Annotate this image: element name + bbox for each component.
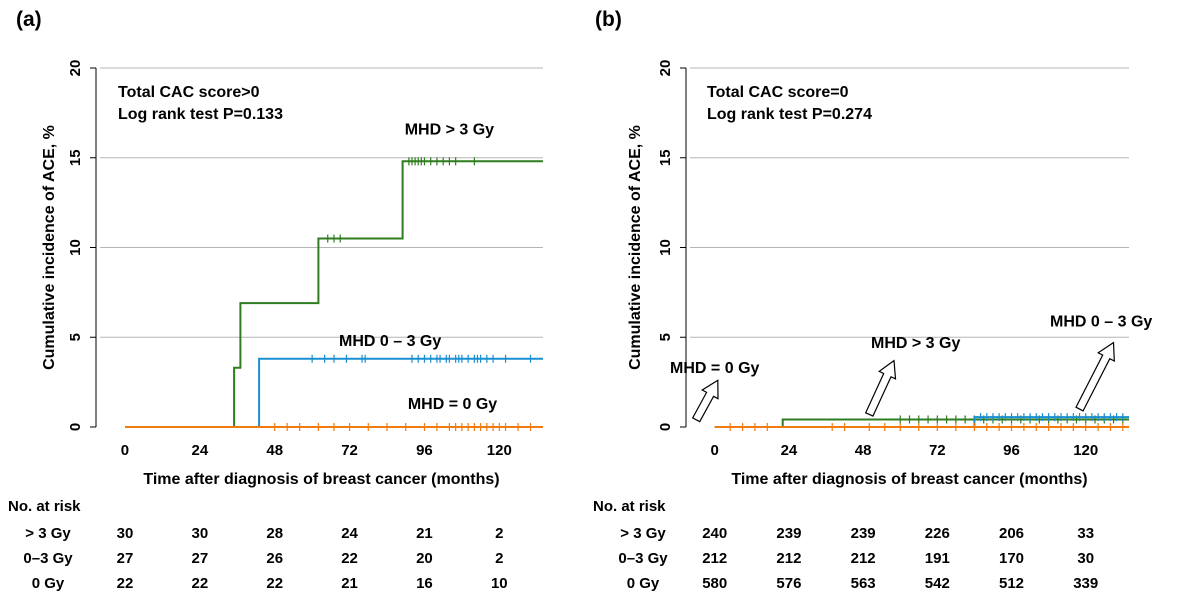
risk-cell: 21 — [416, 525, 433, 542]
risk-cell: 206 — [999, 525, 1024, 542]
risk-row-label: 0–3 Gy — [23, 550, 73, 567]
y-tick-label: 5 — [67, 333, 84, 341]
series-label: MHD = 0 Gy — [670, 360, 759, 377]
panel-label: (a) — [16, 8, 42, 31]
risk-cell: 2 — [495, 525, 503, 542]
risk-cell: 24 — [341, 525, 358, 542]
arrow-marker — [691, 379, 719, 423]
risk-cell: 10 — [491, 575, 508, 592]
x-tick-label: 96 — [416, 442, 433, 459]
risk-cell: 512 — [999, 575, 1024, 592]
y-tick-label: 20 — [67, 60, 84, 77]
y-axis-title: Cumulative incidence of ACE, % — [627, 125, 644, 370]
x-tick-label: 96 — [1003, 442, 1020, 459]
annotation-text: Total CAC score=0 — [707, 84, 849, 101]
annotation-text: Total CAC score>0 — [118, 84, 260, 101]
risk-cell: 212 — [702, 550, 727, 567]
risk-cell: 576 — [776, 575, 801, 592]
series-label: MHD 0 – 3 Gy — [339, 333, 441, 350]
x-tick-label: 48 — [855, 442, 872, 459]
risk-cell: 30 — [117, 525, 134, 542]
x-tick-label: 0 — [121, 442, 129, 459]
risk-cell: 542 — [925, 575, 950, 592]
x-tick-label: 120 — [1073, 442, 1098, 459]
risk-cell: 339 — [1073, 575, 1098, 592]
annotation-text: Log rank test P=0.133 — [118, 106, 283, 123]
annotation-text: Log rank test P=0.274 — [707, 106, 872, 123]
x-tick-label: 24 — [191, 442, 208, 459]
risk-table-title: No. at risk — [593, 498, 666, 515]
risk-cell: 212 — [851, 550, 876, 567]
x-tick-label: 48 — [266, 442, 283, 459]
risk-cell: 20 — [416, 550, 433, 567]
x-axis-title: Time after diagnosis of breast cancer (m… — [143, 471, 499, 488]
risk-cell: 239 — [851, 525, 876, 542]
y-tick-label: 5 — [657, 333, 674, 341]
x-tick-label: 24 — [781, 442, 798, 459]
risk-cell: 22 — [341, 550, 358, 567]
x-tick-label: 72 — [341, 442, 358, 459]
y-tick-label: 0 — [67, 423, 84, 431]
risk-cell: 2 — [495, 550, 503, 567]
risk-table-title: No. at risk — [8, 498, 81, 515]
risk-cell: 22 — [266, 575, 283, 592]
risk-cell: 16 — [416, 575, 433, 592]
risk-cell: 33 — [1077, 525, 1094, 542]
risk-row-label: 0 Gy — [627, 575, 660, 592]
risk-cell: 212 — [776, 550, 801, 567]
x-tick-label: 0 — [711, 442, 719, 459]
panel-label: (b) — [595, 8, 622, 31]
series-line — [125, 160, 543, 428]
risk-cell: 28 — [266, 525, 283, 542]
risk-cell: 240 — [702, 525, 727, 542]
risk-cell: 21 — [341, 575, 358, 592]
series-label: MHD > 3 Gy — [405, 121, 494, 138]
risk-cell: 239 — [776, 525, 801, 542]
risk-row-label: 0–3 Gy — [618, 550, 668, 567]
risk-row-label: > 3 Gy — [25, 525, 71, 542]
risk-cell: 27 — [191, 550, 208, 567]
series-label: MHD > 3 Gy — [871, 335, 960, 352]
y-tick-label: 10 — [657, 239, 674, 256]
risk-cell: 22 — [117, 575, 134, 592]
series-label: MHD = 0 Gy — [408, 396, 497, 413]
y-tick-label: 20 — [657, 60, 674, 77]
risk-cell: 27 — [117, 550, 134, 567]
x-tick-label: 72 — [929, 442, 946, 459]
y-tick-label: 10 — [67, 239, 84, 256]
risk-row-label: > 3 Gy — [620, 525, 666, 542]
y-tick-label: 15 — [657, 149, 674, 166]
risk-cell: 30 — [191, 525, 208, 542]
risk-cell: 30 — [1077, 550, 1094, 567]
risk-row-label: 0 Gy — [32, 575, 65, 592]
risk-cell: 170 — [999, 550, 1024, 567]
arrow-marker — [1075, 341, 1115, 412]
y-axis-title: Cumulative incidence of ACE, % — [41, 125, 58, 370]
risk-cell: 22 — [191, 575, 208, 592]
risk-cell: 191 — [925, 550, 950, 567]
risk-cell: 226 — [925, 525, 950, 542]
risk-cell: 563 — [851, 575, 876, 592]
risk-cell: 26 — [266, 550, 283, 567]
series-line — [125, 357, 543, 428]
y-tick-label: 0 — [657, 423, 674, 431]
arrow-marker — [864, 359, 897, 417]
risk-cell: 580 — [702, 575, 727, 592]
x-axis-title: Time after diagnosis of breast cancer (m… — [731, 471, 1087, 488]
chart-panel: (b) 0 5 10 15 20 Cumulative incidence of ACE, … — [593, 8, 1152, 592]
series-label: MHD 0 – 3 Gy — [1050, 313, 1152, 330]
y-tick-label: 15 — [67, 149, 84, 166]
x-tick-label: 120 — [487, 442, 512, 459]
